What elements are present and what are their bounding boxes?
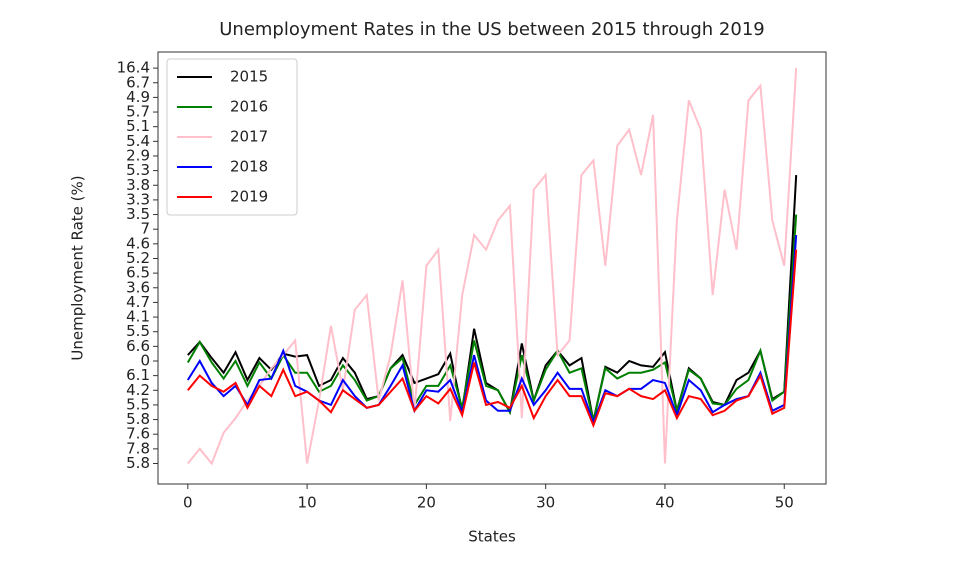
y-tick-label: 5.1 <box>126 117 150 135</box>
y-tick-label: 4.2 <box>126 381 150 399</box>
x-tick-label: 30 <box>536 494 555 512</box>
y-tick-label: 3.3 <box>126 190 150 208</box>
line-series <box>187 249 798 429</box>
line-series <box>186 234 798 426</box>
y-tick-label: 16.4 <box>117 59 150 77</box>
y-tick-label: 2.9 <box>126 146 150 164</box>
x-axis-label: States <box>468 528 516 546</box>
y-tick-label: 7.6 <box>126 425 150 443</box>
y-tick-label: 6.6 <box>126 337 150 355</box>
y-tick-label: 6.5 <box>126 264 150 282</box>
legend-label: 2017 <box>230 128 268 146</box>
y-tick-label: 3.5 <box>126 205 150 223</box>
y-tick-label: 5.8 <box>126 454 150 472</box>
y-tick-label: 3.8 <box>126 176 150 194</box>
y-tick-label: 4.1 <box>126 308 150 326</box>
y-tick-label: 6.1 <box>126 366 150 384</box>
y-tick-label: 5.8 <box>126 410 150 428</box>
y-tick-label: 4.9 <box>126 88 150 106</box>
x-tick-label: 10 <box>298 494 317 512</box>
y-tick-label: 5.3 <box>126 161 150 179</box>
y-tick-label: 5.5 <box>126 395 150 413</box>
y-tick-label: 3.6 <box>126 278 150 296</box>
plot-frame <box>157 51 827 485</box>
y-tick-label: 6.7 <box>126 73 150 91</box>
legend-label: 2019 <box>230 188 268 206</box>
x-tick-label: 20 <box>417 494 436 512</box>
line-series <box>186 214 798 422</box>
y-axis-label: Unemployment Rate (%) <box>69 175 87 360</box>
line-series <box>187 68 798 466</box>
y-tick-label: 7.8 <box>126 439 150 457</box>
y-tick-label: 4.6 <box>126 234 150 252</box>
y-tick-label: 5.4 <box>126 132 150 150</box>
y-tick-label: 5.5 <box>126 322 150 340</box>
y-tick-label: 5.7 <box>126 103 150 121</box>
legend-label: 2018 <box>230 158 268 176</box>
x-tick-label: 0 <box>183 494 193 512</box>
legend-label: 2015 <box>230 68 268 86</box>
legend-box <box>166 58 298 216</box>
y-tick-label: 7 <box>140 220 150 238</box>
chart-title: Unemployment Rates in the US between 201… <box>219 19 765 40</box>
y-tick-label: 0 <box>140 351 150 369</box>
y-tick-label: 5.2 <box>126 249 150 267</box>
x-tick-label: 40 <box>655 494 674 512</box>
y-tick-label: 4.7 <box>126 293 150 311</box>
x-tick-label: 50 <box>775 494 794 512</box>
legend-label: 2016 <box>230 98 268 116</box>
